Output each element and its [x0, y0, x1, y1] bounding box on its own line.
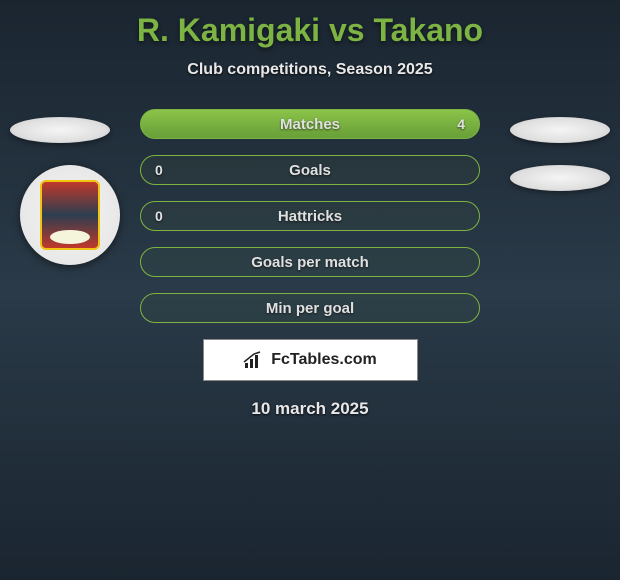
stat-left-value: 0: [155, 208, 163, 224]
stat-row-matches: Matches 4: [140, 109, 480, 139]
bar-chart-icon: [243, 351, 265, 369]
date-label: 10 march 2025: [0, 399, 620, 419]
left-team-badge: [20, 165, 120, 265]
right-player-slot-2: [510, 165, 610, 191]
stat-row-goals-per-match: Goals per match: [140, 247, 480, 277]
club-crest-icon: [40, 180, 100, 250]
brand-logo-box[interactable]: FcTables.com: [203, 339, 418, 381]
stat-rows: Matches 4 0 Goals 0 Hattricks Goals per …: [140, 109, 480, 323]
brand-name: FcTables.com: [271, 351, 377, 369]
stat-left-value: 0: [155, 162, 163, 178]
stat-row-min-per-goal: Min per goal: [140, 293, 480, 323]
page-title: R. Kamigaki vs Takano: [0, 0, 620, 49]
stat-label: Goals per match: [251, 254, 369, 271]
stat-label: Goals: [289, 162, 331, 179]
comparison-area: Matches 4 0 Goals 0 Hattricks Goals per …: [0, 109, 620, 419]
stat-label: Hattricks: [278, 208, 342, 225]
stat-row-hattricks: 0 Hattricks: [140, 201, 480, 231]
right-player-slot-1: [510, 117, 610, 143]
stat-label: Matches: [280, 116, 340, 133]
left-player-slot-1: [10, 117, 110, 143]
stat-row-goals: 0 Goals: [140, 155, 480, 185]
subtitle: Club competitions, Season 2025: [0, 61, 620, 79]
stat-label: Min per goal: [266, 300, 354, 317]
stat-right-value: 4: [457, 116, 465, 132]
